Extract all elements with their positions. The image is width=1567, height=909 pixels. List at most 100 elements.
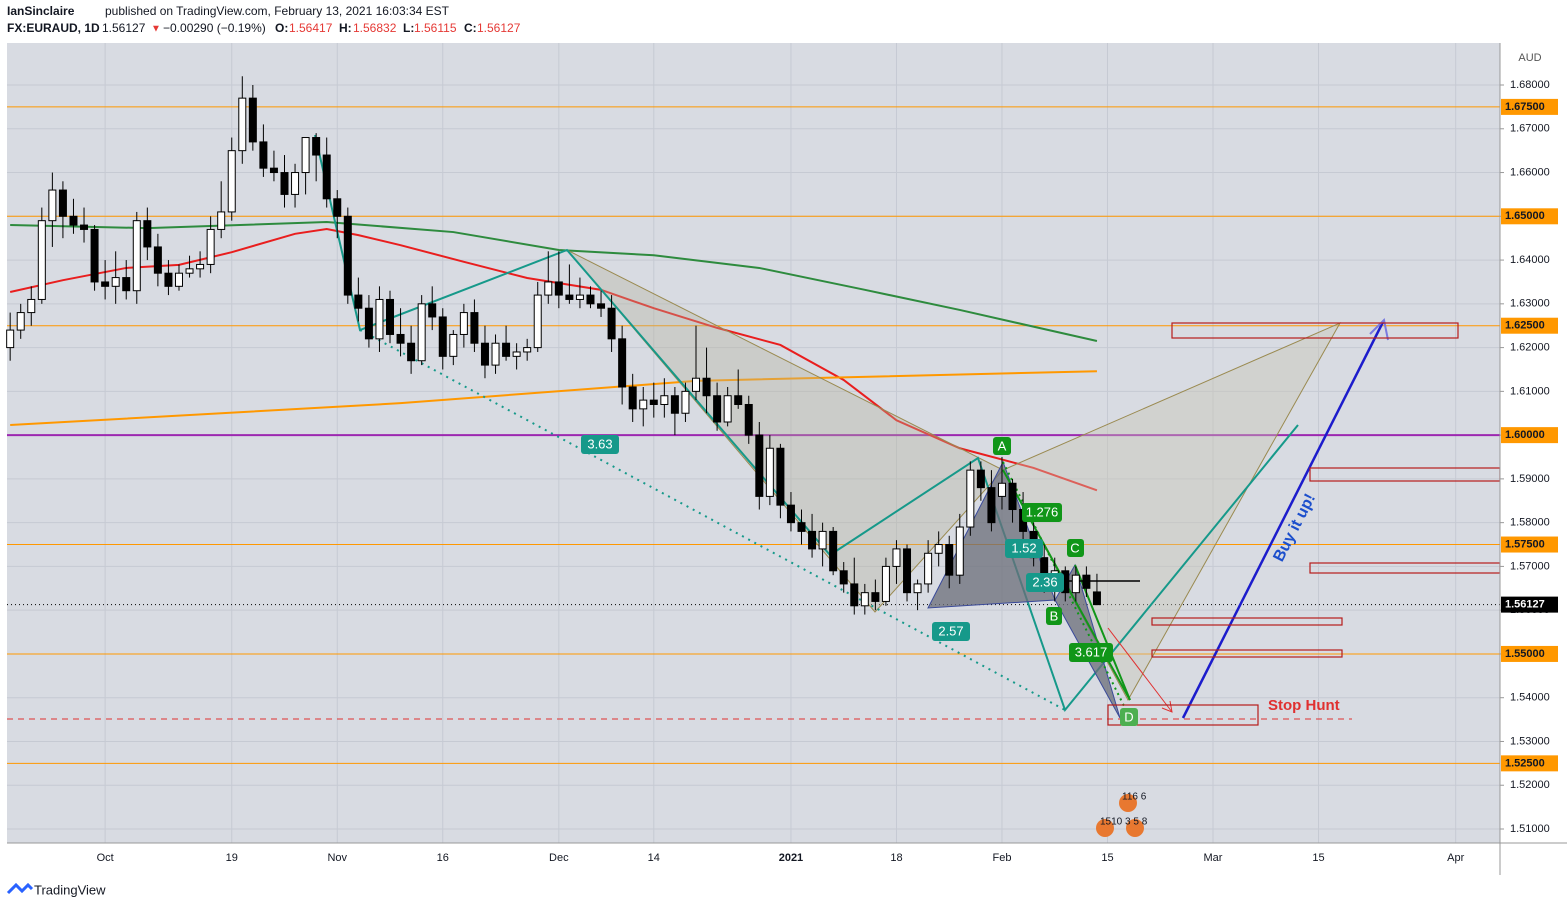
y-tick-label: 1.58000 [1510, 517, 1550, 529]
last-price-tag [1501, 596, 1558, 613]
x-tick-label: 15 [1101, 852, 1113, 864]
candle-body [924, 552, 933, 585]
candle-body [502, 342, 511, 357]
ratio-label: 3.617 [1075, 644, 1108, 659]
o-label: O: [275, 21, 288, 35]
ratio-label: 1.276 [1026, 504, 1059, 519]
c-label: C: [464, 21, 477, 35]
candle-body [744, 403, 753, 436]
candle-body [776, 447, 785, 506]
change: −0.00290 (−0.19%) [163, 21, 266, 35]
candle-body [554, 281, 563, 296]
candle-body [449, 333, 458, 357]
candle-body [343, 215, 352, 296]
candle-body [691, 377, 700, 392]
level-label: 1.62500 [1505, 320, 1545, 332]
axis-labels: 1.510001.520001.530001.540001.550001.560… [97, 79, 1558, 864]
x-tick-label: 2021 [779, 852, 803, 864]
level-label: 1.60000 [1505, 429, 1545, 441]
candle-body [6, 329, 15, 349]
candles [6, 76, 1101, 615]
last: 1.56127 [102, 21, 146, 35]
overlays [9, 220, 1098, 492]
candle-body [512, 351, 521, 357]
candle-body [871, 592, 880, 602]
y-tick-label: 1.68000 [1510, 79, 1550, 91]
candle-body [206, 228, 215, 265]
arrow-head [1369, 317, 1389, 341]
event-label: 116 6 [1122, 792, 1147, 803]
candle-body [291, 172, 300, 195]
candle-body [354, 294, 363, 309]
zone [1151, 617, 1343, 626]
level-label: 1.52500 [1505, 757, 1545, 769]
candle-body [860, 592, 869, 607]
moving-average [9, 227, 1098, 492]
price-axis [1500, 43, 1567, 875]
x-tick-label: Nov [327, 852, 347, 864]
moving-average [10, 220, 1098, 343]
label-box [1120, 708, 1138, 726]
candle-body [997, 482, 1006, 497]
candle-body [639, 399, 648, 410]
close: 1.56127 [477, 21, 521, 35]
candle-body [80, 224, 89, 230]
candle-body [881, 565, 890, 602]
candle-body [396, 333, 405, 344]
x-tick-label: Feb [992, 852, 1011, 864]
candle-body [259, 141, 268, 169]
y-tick-label: 1.63000 [1510, 298, 1550, 310]
ratio-label: 1.52 [1011, 540, 1036, 555]
x-tick-label: Oct [97, 852, 114, 864]
label-box [581, 435, 619, 454]
label-box [1067, 539, 1084, 557]
footer: TradingView [34, 882, 106, 897]
point-label: A [998, 438, 1007, 453]
label-box [1022, 503, 1062, 522]
candle-body [185, 268, 194, 274]
candle-body [459, 312, 468, 335]
l-label: L: [403, 21, 414, 35]
candle-body [913, 583, 922, 594]
event-label: 1510 3 5 8 [1100, 817, 1148, 828]
candle-body [27, 298, 36, 314]
candle-body [839, 570, 848, 585]
candle-body [586, 294, 595, 305]
label-box [1069, 643, 1113, 662]
point-label: B [1050, 608, 1059, 623]
candle-body [892, 548, 901, 567]
plot-area [7, 43, 1500, 843]
candle-body [1008, 482, 1017, 511]
x-tick-label: 16 [437, 852, 449, 864]
dotted-line [359, 329, 1066, 711]
candle-body [143, 220, 152, 248]
candle-body [976, 469, 985, 489]
level-tag [1501, 536, 1558, 553]
last-price-label: 1.56127 [1505, 599, 1545, 611]
y-tick-label: 1.51000 [1510, 823, 1550, 835]
level-label: 1.65000 [1505, 210, 1545, 222]
candle-body [364, 307, 373, 340]
x-tick-label: 14 [648, 852, 660, 864]
candle-body [734, 395, 743, 405]
blue-arrow [1181, 321, 1385, 719]
stop-hunt-label: Stop Hunt [1268, 697, 1340, 714]
candle-body [1092, 591, 1101, 606]
y-tick-label: 1.67000 [1510, 123, 1550, 135]
candle-body [122, 277, 131, 292]
y-tick-label: 1.66000 [1510, 166, 1550, 178]
publisher: IanSinclaire [7, 4, 75, 18]
candle-body [818, 530, 827, 550]
level-tag [1501, 755, 1558, 772]
candle-body [37, 220, 46, 300]
candle-body [1071, 574, 1080, 594]
y-tick-label: 1.54000 [1510, 692, 1550, 704]
candle-body [269, 167, 278, 174]
candle-body [755, 434, 764, 497]
zone [1171, 322, 1459, 339]
candle-body [713, 395, 722, 423]
levels [7, 106, 1500, 764]
event-icon [1126, 819, 1144, 837]
ratio-label: 3.63 [587, 436, 612, 451]
